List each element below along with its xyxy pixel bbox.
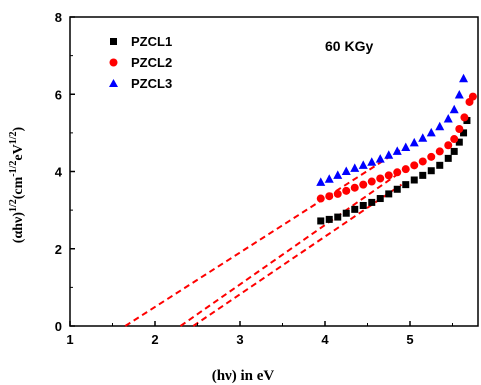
data-point — [325, 192, 334, 201]
data-point — [324, 174, 334, 183]
data-point — [410, 176, 418, 184]
data-point — [325, 215, 333, 223]
data-point — [418, 133, 428, 142]
legend-label-pzcl2: PZCL2 — [131, 55, 172, 70]
data-point — [460, 113, 469, 122]
data-point — [359, 180, 368, 189]
y-tick-label: 8 — [55, 10, 62, 25]
y-axis-title: (αhν)1/2(cm-1/2eV1/2) — [8, 126, 26, 243]
data-point — [316, 177, 326, 186]
data-point — [393, 168, 402, 177]
x-axis-ticks: 1 2 3 4 5 — [66, 321, 453, 347]
annotation-dose: 60 KGy — [325, 38, 373, 54]
fit-line-pzcl2 — [179, 170, 403, 327]
series-pzcl1 — [317, 117, 471, 225]
data-point — [455, 125, 464, 134]
data-point — [460, 129, 468, 137]
data-point — [426, 127, 436, 137]
fit-lines — [124, 148, 403, 327]
data-point — [459, 73, 469, 83]
data-point — [410, 161, 419, 170]
data-point — [436, 161, 444, 169]
data-point — [427, 167, 435, 175]
fit-line-pzcl3 — [124, 148, 403, 327]
data-point — [342, 209, 350, 217]
legend-marker-pzcl3 — [109, 79, 118, 87]
x-tick-label: 1 — [66, 332, 73, 347]
legend-marker-pzcl1 — [110, 38, 117, 45]
data-point — [317, 217, 325, 225]
data-point — [334, 213, 342, 221]
data-point — [342, 186, 351, 195]
x-tick-label: 3 — [236, 332, 243, 347]
series-points — [316, 73, 477, 225]
legend-label-pzcl1: PZCL1 — [131, 34, 172, 49]
data-point — [351, 205, 359, 213]
data-point — [385, 190, 393, 198]
x-axis-title: (hν) in eV — [212, 368, 275, 384]
data-point — [393, 185, 401, 193]
data-point — [350, 163, 360, 172]
data-point — [333, 189, 342, 198]
data-point — [427, 152, 436, 161]
legend: PZCL1 PZCL2 PZCL3 — [109, 34, 172, 91]
y-tick-label: 6 — [55, 87, 62, 102]
x-tick-label: 5 — [406, 332, 413, 347]
data-point — [419, 171, 427, 179]
y-tick-label: 0 — [55, 319, 62, 334]
data-point — [402, 181, 410, 189]
data-point — [418, 157, 427, 166]
data-point — [375, 154, 385, 163]
data-point — [333, 170, 343, 179]
data-point — [350, 183, 359, 192]
y-axis-ticks: 0 2 4 6 8 — [55, 10, 75, 334]
data-point — [367, 157, 377, 166]
data-point — [444, 154, 452, 162]
data-point — [455, 138, 463, 146]
fit-line-pzcl1 — [192, 183, 403, 327]
series-pzcl3 — [316, 73, 469, 186]
data-point — [409, 137, 419, 147]
data-point — [435, 121, 445, 131]
data-point — [450, 135, 459, 144]
series-pzcl2 — [316, 92, 477, 203]
data-point — [384, 171, 393, 180]
y-tick-label: 4 — [55, 165, 63, 180]
data-point — [435, 147, 444, 156]
legend-marker-pzcl2 — [109, 58, 118, 67]
data-point — [341, 166, 351, 175]
data-point — [401, 165, 410, 174]
x-tick-label: 2 — [151, 332, 158, 347]
data-point — [359, 201, 367, 209]
legend-label-pzcl3: PZCL3 — [131, 76, 172, 91]
data-point — [392, 146, 402, 155]
data-point — [468, 92, 477, 101]
data-point — [316, 194, 325, 203]
data-point — [368, 198, 376, 206]
data-point — [367, 177, 376, 186]
data-point — [443, 113, 453, 123]
data-point — [444, 141, 453, 150]
data-point — [454, 90, 464, 99]
data-point — [384, 150, 394, 159]
y-tick-label: 2 — [55, 242, 62, 257]
data-point — [449, 104, 459, 114]
data-point — [376, 174, 385, 183]
data-point — [450, 147, 458, 155]
x-tick-label: 4 — [321, 332, 329, 347]
data-point — [358, 160, 368, 169]
data-point — [463, 117, 471, 125]
data-point — [376, 195, 384, 203]
data-point — [401, 142, 411, 152]
